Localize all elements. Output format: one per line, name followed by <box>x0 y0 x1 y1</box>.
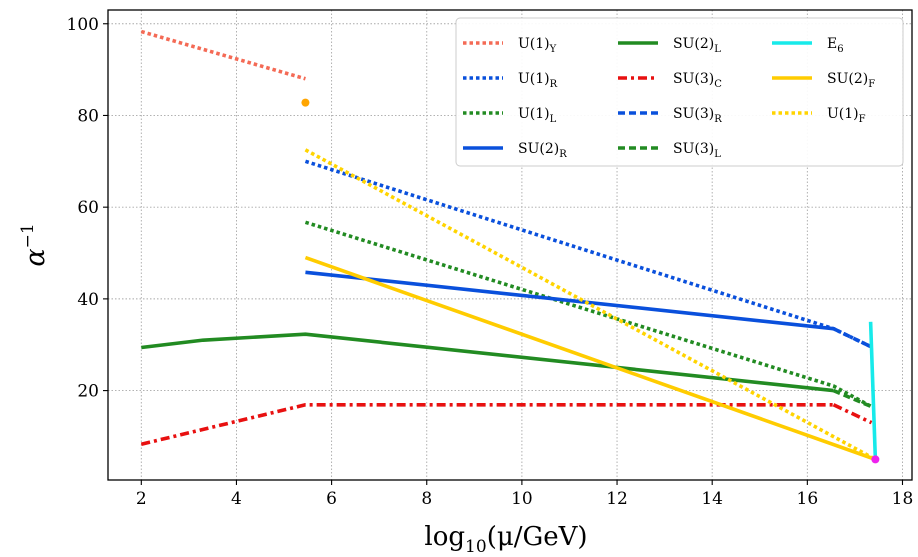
x-tick-label: 2 <box>136 489 147 509</box>
x-axis-title: log10(μ/GeV) <box>424 522 587 557</box>
x-tick-label: 16 <box>797 489 819 509</box>
y-tick-label: 40 <box>77 290 99 310</box>
legend-label-u-1-l: U(1)L <box>518 106 557 125</box>
ticks: 2 4 6 8 10 12 14 16 18 20 40 60 80 100 <box>67 15 914 509</box>
plot-markers <box>301 98 880 464</box>
x-axis-title-text: log10(μ/GeV) <box>424 522 587 557</box>
y-axis-title-text: α−1 <box>18 223 51 266</box>
y-axis-title: α−1 <box>18 223 51 266</box>
y-tick-label: 60 <box>77 198 99 218</box>
legend-label-u-1-y: U(1)Y <box>518 36 557 55</box>
plot-lines <box>140 29 878 462</box>
y-tick-label: 100 <box>67 15 99 35</box>
series-line-su-3-r <box>832 327 873 349</box>
legend-label-su-2-f: SU(2)F <box>827 71 875 90</box>
x-tick-label: 4 <box>231 489 242 509</box>
point-marker-2 <box>871 455 880 464</box>
series-line-su-3-c <box>140 402 834 446</box>
series-line-su-2-f <box>304 255 876 462</box>
x-tick-label: 18 <box>892 489 914 509</box>
series-line-su-3-l <box>832 388 873 409</box>
connector-line-1 <box>832 403 873 425</box>
series-line-u-1-y <box>140 29 306 81</box>
legend-label-su-2-r: SU(2)R <box>518 141 567 160</box>
plot-frame <box>107 9 913 481</box>
legend-box <box>455 17 904 167</box>
series-line-su-2-l <box>141 332 834 393</box>
legend-label-su-3-l: SU(3)L <box>673 141 721 160</box>
y-tick-label: 80 <box>77 106 99 126</box>
legend-label-su-2-l: SU(2)L <box>673 36 721 55</box>
series-line-e-6 <box>868 321 878 460</box>
x-tick-label: 8 <box>421 489 432 509</box>
legend-label-u-1-r: U(1)R <box>518 71 558 90</box>
point-marker-1 <box>301 98 310 107</box>
x-tick-label: 14 <box>701 489 723 509</box>
legend-label-su-3-r: SU(3)R <box>673 106 722 125</box>
legend-label-u-1-f: U(1)F <box>827 106 866 125</box>
legend-label-e-6: E6 <box>827 36 844 55</box>
legend: U(1)Y U(1)R U(1)L SU(2)R SU(2)L SU(3)C SU(3)R S… <box>455 17 904 167</box>
x-tick-label: 6 <box>326 489 337 509</box>
legend-label-su-3-c: SU(3)C <box>673 71 722 90</box>
series-line-u-1-f <box>304 148 877 461</box>
x-tick-label: 12 <box>606 489 628 509</box>
y-tick-label: 20 <box>77 382 99 402</box>
x-tick-label: 10 <box>511 489 533 509</box>
series-line-su-2-r <box>305 270 834 331</box>
